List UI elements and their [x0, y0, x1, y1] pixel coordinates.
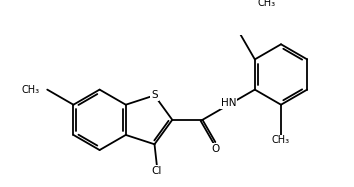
Text: S: S — [151, 90, 158, 100]
Text: CH₃: CH₃ — [258, 0, 276, 8]
Text: Cl: Cl — [152, 165, 162, 176]
Text: HN: HN — [221, 98, 236, 108]
Text: CH₃: CH₃ — [272, 135, 290, 145]
Text: CH₃: CH₃ — [22, 85, 40, 95]
Text: O: O — [211, 144, 219, 154]
